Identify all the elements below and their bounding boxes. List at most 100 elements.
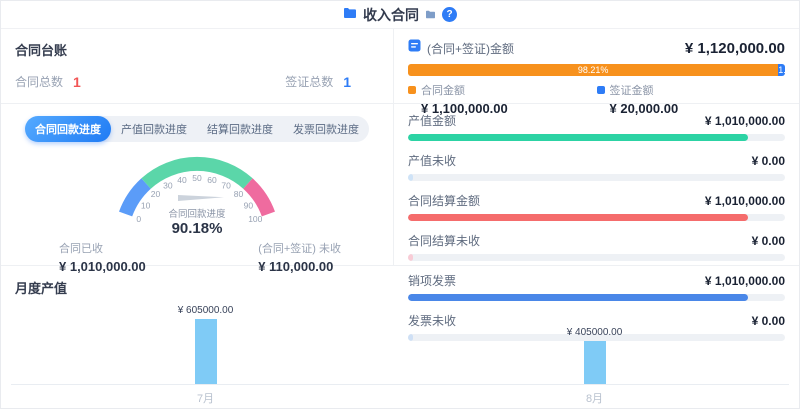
svg-text:0: 0	[136, 214, 141, 224]
bar-chart: ¥ 605000.00 ¥ 405000.00	[11, 297, 789, 385]
legend-color-dot	[408, 86, 416, 94]
amount-title-row: (合同+签证)金额 ¥ 1,120,000.00	[408, 39, 785, 57]
amount-legend: 合同金额 ¥ 1,100,000.00 签证金额 ¥ 20,000.00	[408, 82, 785, 116]
ledger-header: 合同台账 合同总数 1 签证总数 1	[1, 29, 393, 104]
metric-label: 合同结算未收	[408, 234, 481, 248]
gauge-wrap: 0 10 20 30 40 50 60 70 80 90 100 合同回款进度 90.18%	[1, 146, 393, 237]
metric-bar-fill	[408, 334, 413, 341]
stat-value: 1	[73, 73, 81, 90]
metric-value: ¥ 1,010,000.00	[704, 193, 785, 208]
metric-bar-track	[408, 334, 785, 341]
metric-bar-fill	[408, 254, 413, 261]
received-block: 合同已收 ¥ 1,010,000.00	[59, 240, 146, 274]
svg-text:80: 80	[234, 189, 244, 199]
help-icon[interactable]: ?	[442, 7, 457, 22]
stacked-bar-segment: 1.79%	[778, 64, 785, 76]
stat-label: 合同总数	[15, 75, 64, 89]
svg-text:30: 30	[163, 180, 173, 190]
svg-text:50: 50	[192, 173, 202, 183]
ledger-stat: 合同总数 1	[15, 73, 81, 90]
legend-color-dot	[596, 86, 605, 94]
tab-结算回款进度[interactable]: 结算回款进度	[207, 124, 273, 136]
svg-text:合同回款进度: 合同回款进度	[168, 208, 226, 220]
svg-text:20: 20	[151, 189, 161, 199]
unreceived-label: (合同+签证) 未收	[258, 243, 341, 255]
amount-total: ¥ 1,120,000.00	[684, 39, 785, 57]
metric-row: 产值未收 ¥ 0.00	[408, 147, 785, 187]
svg-text:40: 40	[177, 175, 187, 185]
bar-value-label: ¥ 405000.00	[566, 326, 623, 338]
document-icon	[408, 39, 421, 57]
metric-row-top: 合同结算金额 ¥ 1,010,000.00	[408, 192, 785, 209]
chart-title: 月度产值	[15, 281, 68, 296]
ledger-title: 合同台账	[15, 43, 68, 58]
metric-value: ¥ 0.00	[751, 233, 785, 248]
tab-产值回款进度[interactable]: 产值回款进度	[121, 124, 187, 136]
page-title: 收入合同	[363, 6, 419, 23]
metric-row-top: 产值金额 ¥ 1,010,000.00	[408, 112, 785, 129]
stat-value: 1	[343, 73, 351, 90]
ledger-body: 合同回款进度 产值回款进度 结算回款进度 发票回款进度 0 10 20 30 40 50 60 70…	[1, 104, 393, 274]
bar-slot: ¥ 405000.00	[400, 297, 789, 384]
metric-bar-fill	[408, 214, 748, 221]
svg-text:60: 60	[207, 175, 217, 185]
main-area: 合同台账 合同总数 1 签证总数 1 合同回款进度 产值回款进度 结算回款进度 发票回款进度…	[1, 29, 799, 341]
metric-row: 产值金额 ¥ 1,010,000.00	[408, 107, 785, 147]
tab-合同回款进度[interactable]: 合同回款进度	[25, 116, 111, 142]
metric-value: ¥ 0.00	[751, 153, 785, 168]
metric-row: 合同结算金额 ¥ 1,010,000.00	[408, 187, 785, 227]
unreceived-amount: ¥ 110,000.00	[258, 259, 334, 274]
ledger-stats: 合同总数 1 签证总数 1	[15, 59, 379, 90]
metric-bar-fill	[408, 294, 748, 301]
stacked-bar-percent: 98.21%	[577, 65, 609, 75]
metric-label: 产值未收	[408, 154, 457, 168]
bar-value-label: ¥ 605000.00	[177, 305, 234, 316]
svg-text:70: 70	[221, 180, 231, 190]
amount-panel: (合同+签证)金额 ¥ 1,120,000.00 98.21% 1.79% 合同金…	[394, 29, 799, 341]
stacked-bar-percent: 1.79%	[778, 65, 785, 75]
metric-row: 发票未收 ¥ 0.00	[408, 307, 785, 347]
ledger-panel: 合同台账 合同总数 1 签证总数 1 合同回款进度 产值回款进度 结算回款进度 发票回款进度…	[1, 29, 394, 274]
x-axis-label: 7月	[196, 393, 215, 405]
amount-summary: (合同+签证)金额 ¥ 1,120,000.00 98.21% 1.79% 合同金…	[394, 29, 799, 116]
legend-item: 合同金额 ¥ 1,100,000.00	[408, 82, 597, 116]
bar[interactable]	[583, 340, 606, 384]
received-amount: ¥ 1,010,000.00	[59, 259, 146, 274]
legend-item: 签证金额 ¥ 20,000.00	[596, 82, 786, 116]
legend-row: 合同金额	[408, 82, 597, 98]
bar-slot: ¥ 605000.00	[11, 297, 400, 384]
metric-bar-fill	[408, 134, 748, 141]
legend-value: ¥ 20,000.00	[609, 101, 679, 116]
metric-value: ¥ 1,010,000.00	[704, 273, 785, 288]
header: 收入合同 ?	[1, 1, 799, 29]
gauge-value: 90.18%	[171, 220, 223, 237]
metric-bar-track	[408, 214, 785, 221]
metric-row: 合同结算未收 ¥ 0.00	[408, 227, 785, 267]
monthly-output-panel: 月度产值 ¥ 605000.00 ¥ 405000.00 7月 8月	[1, 266, 799, 406]
legend-label: 签证金额	[609, 85, 654, 97]
metric-bar-fill	[408, 174, 413, 181]
mini-folder-icon	[425, 6, 436, 24]
metric-bar-track	[408, 174, 785, 181]
metric-rows: 产值金额 ¥ 1,010,000.00 产值未收 ¥ 0.00 合同结算金额 ¥ 1,01…	[394, 104, 799, 347]
metric-value: ¥ 1,010,000.00	[704, 113, 785, 128]
received-summary: 合同已收 ¥ 1,010,000.00 (合同+签证) 未收 ¥ 110,000…	[1, 237, 393, 274]
legend-row: 签证金额	[596, 82, 786, 98]
tab-发票回款进度[interactable]: 发票回款进度	[293, 124, 359, 136]
amount-title: (合同+签证)金额	[427, 41, 515, 56]
svg-text:100: 100	[248, 214, 262, 224]
metric-label: 产值金额	[408, 114, 457, 128]
bar[interactable]	[194, 319, 217, 384]
legend-label: 合同金额	[421, 85, 465, 97]
metric-bar-track	[408, 254, 785, 261]
metric-label: 销项发票	[408, 274, 457, 288]
unreceived-block: (合同+签证) 未收 ¥ 110,000.00	[258, 240, 341, 274]
svg-text:10: 10	[141, 200, 151, 210]
folder-icon	[343, 6, 357, 24]
progress-tabs: 合同回款进度 产值回款进度 结算回款进度 发票回款进度	[25, 116, 369, 142]
metric-row-top: 发票未收 ¥ 0.00	[408, 312, 785, 329]
svg-text:90: 90	[244, 200, 254, 210]
stat-label: 签证总数	[285, 75, 334, 89]
